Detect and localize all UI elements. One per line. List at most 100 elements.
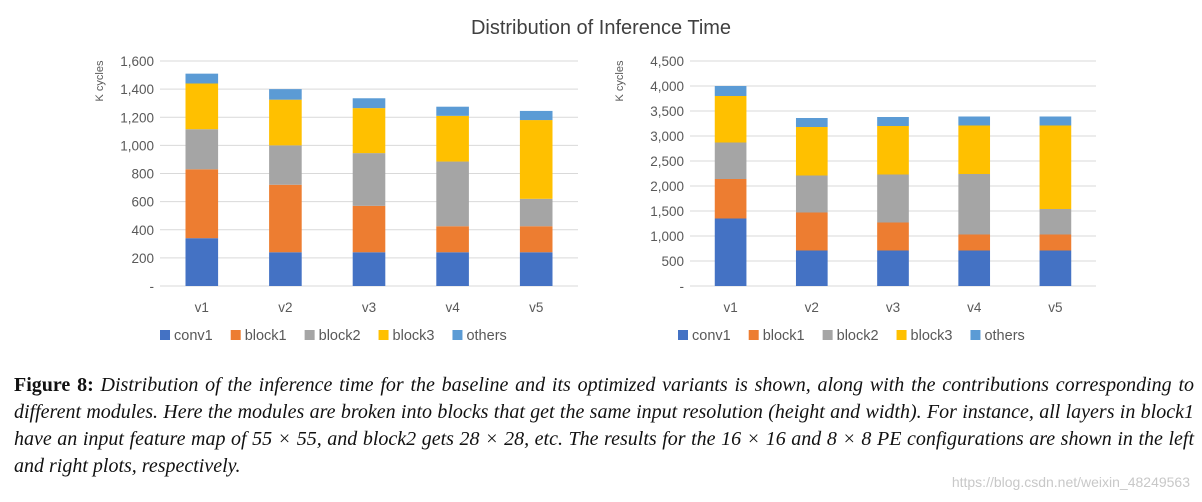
caption-text: Distribution of the inference time for t… bbox=[14, 374, 1194, 477]
chart-1-bar-v3-others bbox=[352, 98, 386, 109]
chart-2-legend-swatch-block2 bbox=[822, 330, 833, 340]
chart-2-y-tick-label: 500 bbox=[661, 254, 684, 269]
chart-1-legend-label-others: others bbox=[466, 328, 506, 344]
chart-1-x-tick-label: v2 bbox=[278, 300, 292, 315]
chart-2-x-tick-label: v1 bbox=[723, 300, 737, 315]
chart-2-legend-swatch-block3 bbox=[896, 330, 907, 340]
chart-2-bar-v2-others bbox=[795, 118, 828, 127]
chart-2-y-tick-label: 2,000 bbox=[650, 179, 684, 194]
chart-1-legend-swatch-block1 bbox=[230, 330, 241, 340]
chart-1-y-tick-label: 200 bbox=[131, 251, 154, 266]
chart-1-bar-v1-block2 bbox=[185, 129, 219, 170]
chart-1-bar-v5-block3 bbox=[519, 120, 553, 199]
chart-2-legend-label-block2: block2 bbox=[837, 328, 879, 344]
chart-2-legend-swatch-conv1 bbox=[678, 330, 688, 340]
chart-2-bar-v4-block1 bbox=[958, 234, 991, 251]
chart-1-bar-v1-others bbox=[185, 73, 219, 84]
chart-1-y-tick-label: 1,200 bbox=[120, 110, 154, 125]
chart-1-legend-label-block2: block2 bbox=[319, 328, 361, 344]
chart-1-bar-v4-others bbox=[436, 106, 469, 116]
chart-1-bar-v1-block3 bbox=[185, 83, 219, 130]
chart-2-y-tick-label: 1,500 bbox=[650, 204, 684, 219]
chart-1-bar-v2-others bbox=[269, 89, 302, 100]
chart-2-bar-v1-block2 bbox=[714, 142, 747, 179]
chart-2-bar-v5-others bbox=[1039, 116, 1072, 126]
chart-1-bar-v3-conv1 bbox=[352, 252, 386, 286]
chart-1-bar-v4-block1 bbox=[436, 226, 469, 253]
chart-1-bar-v5-block2 bbox=[519, 198, 553, 227]
chart-1-y-tick-label: 1,000 bbox=[120, 138, 154, 153]
chart-2-bar-v3-conv1 bbox=[877, 250, 909, 286]
chart-1-y-tick-label: 600 bbox=[131, 195, 154, 210]
chart-2-bar-v1-others bbox=[714, 86, 747, 96]
chart-1-bar-v5-others bbox=[519, 110, 553, 121]
chart-1-bar-v4-block3 bbox=[436, 115, 469, 162]
figure-caption: Figure 8: Distribution of the inference … bbox=[14, 372, 1194, 480]
chart-2-y-tick-label: 1,000 bbox=[650, 229, 684, 244]
chart-2-bar-v4-conv1 bbox=[958, 250, 991, 286]
chart-2-legend-swatch-others bbox=[970, 330, 981, 340]
chart-1-x-tick-label: v4 bbox=[445, 300, 460, 315]
chart-2-bar-v1-conv1 bbox=[714, 218, 747, 286]
chart-1-legend-swatch-conv1 bbox=[160, 330, 170, 340]
chart-1-bar-v3-block3 bbox=[352, 108, 386, 154]
chart-1-bar-v5-block1 bbox=[519, 226, 553, 253]
chart-2-x-tick-label: v2 bbox=[805, 300, 819, 315]
chart-1-legend-swatch-others bbox=[452, 330, 463, 340]
chart-1-bar-v5-conv1 bbox=[519, 252, 553, 286]
chart-2-bar-v3-others bbox=[877, 117, 909, 126]
chart-2-legend-label-others: others bbox=[984, 328, 1024, 344]
chart-2-legend-swatch-block1 bbox=[748, 330, 759, 340]
chart-1-bar-v4-conv1 bbox=[436, 252, 469, 286]
chart-2-bar-v1-block3 bbox=[714, 96, 747, 143]
chart-2-x-tick-label: v5 bbox=[1048, 300, 1062, 315]
chart-2-y-tick-label: 3,000 bbox=[650, 129, 684, 144]
chart-2-bar-v3-block3 bbox=[877, 126, 909, 175]
chart-1-y-tick-label: 1,400 bbox=[120, 82, 154, 97]
chart-2-x-tick-label: v3 bbox=[886, 300, 900, 315]
chart-2-legend-label-conv1: conv1 bbox=[692, 328, 731, 344]
chart-2-bar-v5-block2 bbox=[1039, 209, 1072, 235]
chart-1-bar-v3-block1 bbox=[352, 205, 386, 253]
charts-canvas: - 200 400 600 800 1,000 1,200 1,400 1,600 K cycle… bbox=[94, 54, 1096, 344]
chart-2-legend-label-block3: block3 bbox=[911, 328, 953, 344]
chart-1-legend-label-block1: block1 bbox=[245, 328, 287, 344]
chart-1-bar-v3-block2 bbox=[352, 153, 386, 206]
chart-1-y-tick-label: - bbox=[150, 279, 155, 294]
chart-1-x-tick-label: v3 bbox=[362, 300, 376, 315]
chart-1-y-axis-label: K cycles bbox=[94, 60, 106, 101]
chart-1-y-tick-label: 400 bbox=[131, 223, 154, 238]
chart-2-bar-v4-block3 bbox=[958, 125, 991, 174]
chart-2-bar-v4-others bbox=[958, 116, 991, 126]
chart-2-legend-label-block1: block1 bbox=[763, 328, 805, 344]
chart-2-bar-v5-block1 bbox=[1039, 234, 1072, 251]
chart-1-bar-v4-block2 bbox=[436, 161, 469, 227]
chart-2-bar-v2-block3 bbox=[795, 127, 828, 176]
chart-2-bar-v3-block1 bbox=[877, 222, 909, 251]
chart-1-y-tick-label: 1,600 bbox=[120, 54, 154, 69]
chart-2-bar-v2-block2 bbox=[795, 175, 828, 213]
chart-2-y-tick-label: 4,000 bbox=[650, 79, 684, 94]
chart-1-legend-swatch-block3 bbox=[378, 330, 389, 340]
chart-1-legend-label-block3: block3 bbox=[393, 328, 435, 344]
chart-2-bar-v5-block3 bbox=[1039, 125, 1072, 209]
chart-1-bar-v2-conv1 bbox=[269, 252, 302, 286]
chart-2-x-tick-label: v4 bbox=[967, 300, 982, 315]
figure-title: Distribution of Inference Time bbox=[470, 17, 732, 39]
chart-2-bar-v1-block1 bbox=[714, 179, 747, 219]
chart-1-bar-v2-block3 bbox=[269, 99, 302, 146]
watermark: https://blog.csdn.net/weixin_48249563 bbox=[951, 474, 1190, 490]
chart-1-bar-v2-block1 bbox=[269, 184, 302, 253]
chart-1-bar-v1-block1 bbox=[185, 169, 219, 239]
chart-1-y-tick-label: 800 bbox=[131, 167, 154, 182]
chart-2-y-axis-label: K cycles bbox=[614, 60, 626, 101]
chart-2-y-tick-label: 3,500 bbox=[650, 104, 684, 119]
chart-2-bar-v4-block2 bbox=[958, 174, 991, 235]
chart-1-x-tick-label: v5 bbox=[529, 300, 543, 315]
chart-2-bar-v3-block2 bbox=[877, 174, 909, 223]
chart-1-bar-v2-block2 bbox=[269, 145, 302, 185]
chart-1-bar-v1-conv1 bbox=[185, 238, 219, 286]
chart-2-y-tick-label: 4,500 bbox=[650, 54, 684, 69]
chart-2-bar-v5-conv1 bbox=[1039, 250, 1072, 286]
chart-2-bar-v2-block1 bbox=[795, 212, 828, 251]
